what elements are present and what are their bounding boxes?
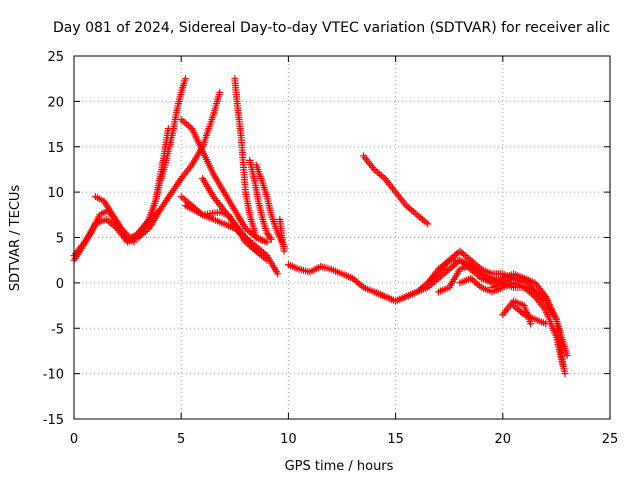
series-arc-11 [231, 75, 271, 246]
x-tick-label: 5 [177, 432, 185, 447]
data-point [280, 247, 288, 255]
y-tick-label: -15 [43, 413, 64, 428]
data-point [164, 125, 172, 133]
y-tick-label: 25 [47, 50, 64, 65]
data-point [216, 88, 224, 96]
axis-ticks: 0 5 10 15 20 25 -15 -10 -5 0 5 10 15 20 25 [43, 50, 619, 447]
series-arc-12 [246, 156, 275, 243]
data-point [559, 361, 567, 369]
series-arc-14 [276, 215, 288, 255]
x-tick-label: 25 [602, 432, 619, 447]
y-axis-label: SDTVAR / TECUs [8, 185, 23, 292]
series-arc-23 [510, 302, 550, 328]
y-tick-label: -10 [43, 368, 64, 383]
data-point [267, 235, 275, 243]
x-axis-label: GPS time / hours [285, 459, 394, 474]
y-tick-label: 15 [47, 141, 64, 156]
y-tick-label: 0 [56, 277, 64, 292]
series-arc-10 [181, 202, 271, 264]
data-point [263, 256, 271, 264]
x-tick-label: 20 [495, 432, 512, 447]
data-points [70, 75, 571, 378]
data-point [542, 320, 550, 328]
series-arc-21 [488, 274, 567, 369]
data-point [181, 75, 189, 83]
y-tick-label: 5 [56, 232, 64, 247]
data-point [527, 320, 535, 328]
x-tick-label: 0 [70, 432, 78, 447]
x-tick-label: 10 [280, 432, 297, 447]
data-point [266, 234, 274, 242]
data-point [274, 270, 282, 278]
data-point [561, 370, 569, 378]
chart-title: Day 081 of 2024, Sidereal Day-to-day VTE… [53, 20, 610, 36]
y-tick-label: -5 [51, 322, 64, 337]
series-arc-5 [145, 125, 172, 223]
data-point [263, 238, 271, 246]
y-tick-label: 10 [47, 186, 64, 201]
series-arc-19 [434, 261, 550, 305]
series-arc-16 [359, 152, 432, 228]
data-point [424, 220, 432, 228]
x-tick-label: 15 [387, 432, 404, 447]
y-tick-label: 20 [47, 95, 64, 110]
series-arc-7 [177, 116, 271, 246]
series-arc-13 [252, 161, 288, 251]
